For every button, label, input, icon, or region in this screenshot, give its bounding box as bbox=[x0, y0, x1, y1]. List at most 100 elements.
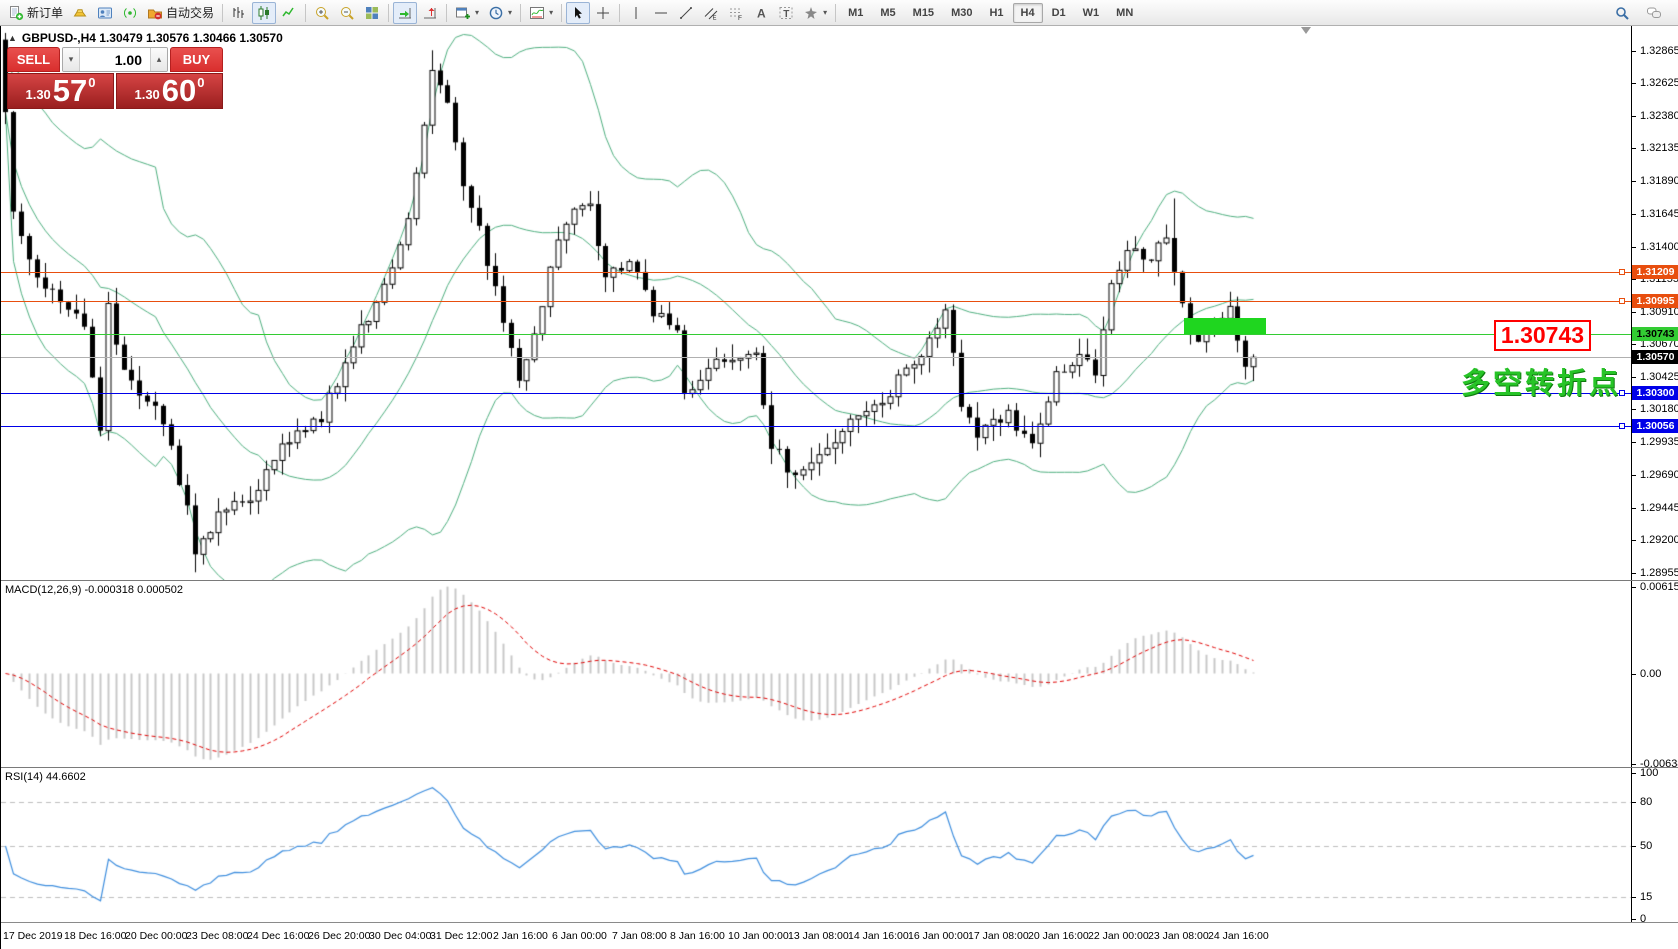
channel-button[interactable]: E bbox=[699, 2, 723, 24]
text-button[interactable]: A bbox=[749, 2, 773, 24]
price-tick-dash bbox=[1631, 116, 1636, 117]
volume-increase-icon[interactable]: ▴ bbox=[150, 48, 167, 71]
sell-price[interactable]: 1.30 57 0 bbox=[7, 73, 114, 109]
line-anchor-square[interactable] bbox=[1619, 390, 1625, 396]
channel-icon: E bbox=[704, 7, 718, 21]
price-tick-label: 1.30425 bbox=[1640, 371, 1678, 383]
text-label-button[interactable]: T bbox=[774, 2, 798, 24]
indicators-button[interactable]: ▾ bbox=[525, 2, 557, 24]
turning-point-label[interactable]: 多空转折点 bbox=[1461, 368, 1622, 400]
tile-windows-button[interactable] bbox=[360, 2, 384, 24]
main-chart-panel: 1.32865 1.32625 1.32380 1.32135 1.31890 1.316… bbox=[1, 26, 1678, 580]
volume-value[interactable]: 1.00 bbox=[114, 51, 142, 68]
timeframe-w1-button[interactable]: W1 bbox=[1082, 6, 1100, 19]
highlight-rectangle[interactable] bbox=[1184, 318, 1266, 334]
horizontal-line-1.30995[interactable] bbox=[1, 301, 1631, 302]
timeframe-m1-button[interactable]: M1 bbox=[848, 6, 864, 19]
rsi-tick-dash bbox=[1631, 802, 1636, 803]
profiles-button[interactable] bbox=[93, 2, 117, 24]
horizontal-line-1.30056[interactable] bbox=[1, 426, 1631, 427]
bar-chart-button[interactable] bbox=[227, 2, 251, 24]
price-tick-label: 1.31155 bbox=[1640, 273, 1678, 285]
new-order-icon bbox=[10, 5, 24, 20]
periods-icon bbox=[489, 6, 503, 19]
timeframe-m5-button[interactable]: M5 bbox=[880, 6, 896, 19]
rsi-tick-dash bbox=[1631, 773, 1636, 774]
price-tick-dash bbox=[1631, 181, 1636, 182]
shapes-button[interactable]: ▾ bbox=[799, 2, 831, 24]
macd-label: MACD(12,26,9) -0.000318 0.000502 bbox=[5, 584, 183, 596]
line-anchor-square[interactable] bbox=[1619, 298, 1625, 304]
date-label: 23 Jan 08:00 bbox=[1148, 930, 1209, 942]
timeframe-m15-button[interactable]: M15 bbox=[912, 6, 935, 19]
vline-button[interactable] bbox=[624, 2, 648, 24]
timeframe-h4-button[interactable]: H4 bbox=[1012, 2, 1043, 23]
new-chart-button[interactable]: ▾ bbox=[451, 2, 483, 24]
date-label: 2 Jan 16:00 bbox=[493, 930, 548, 942]
zoom-out-button[interactable] bbox=[335, 2, 359, 24]
toolbar-separator bbox=[222, 3, 224, 22]
new-order-button[interactable]: 新订单 bbox=[4, 2, 67, 24]
buy-button[interactable]: BUY bbox=[170, 47, 223, 72]
date-axis: 17 Dec 2019 18 Dec 16:00 20 Dec 00:00 23 De… bbox=[1, 922, 1678, 949]
dropdown-caret-icon[interactable]: ▾ bbox=[508, 8, 513, 17]
price-tick-dash bbox=[1631, 279, 1636, 280]
chart-shift-button[interactable] bbox=[418, 2, 442, 24]
volume-stepper[interactable]: ▾ 1.00 ▴ bbox=[62, 47, 168, 72]
dropdown-caret-icon[interactable]: ▾ bbox=[475, 8, 480, 17]
trendline-button[interactable] bbox=[674, 2, 698, 24]
price-tick-dash bbox=[1631, 51, 1636, 52]
price-tick-label: 1.32380 bbox=[1640, 110, 1678, 122]
signal-button[interactable] bbox=[118, 2, 142, 24]
hline-button[interactable] bbox=[649, 2, 673, 24]
sell-button[interactable]: SELL bbox=[7, 47, 60, 72]
horizontal-line-1.30570[interactable] bbox=[1, 357, 1631, 358]
candlestick-chart[interactable] bbox=[1, 26, 1631, 580]
autotrading-button[interactable]: 自动交易 bbox=[143, 2, 218, 24]
candlestick-button[interactable] bbox=[252, 1, 277, 24]
gold-button[interactable] bbox=[68, 2, 92, 24]
price-tick-label: 1.29690 bbox=[1640, 469, 1678, 481]
buy-price[interactable]: 1.30 60 0 bbox=[116, 73, 223, 109]
rsi-chart[interactable] bbox=[1, 768, 1631, 922]
timeframe-m30-button[interactable]: M30 bbox=[951, 6, 973, 19]
profiles-icon bbox=[98, 7, 113, 18]
shapes-icon bbox=[805, 6, 818, 19]
date-label: 13 Jan 08:00 bbox=[788, 930, 849, 942]
price-tick-label: 1.30910 bbox=[1640, 306, 1678, 318]
price-annotation-box[interactable]: 1.30743 bbox=[1494, 320, 1591, 351]
volume-decrease-icon[interactable]: ▾ bbox=[63, 48, 80, 71]
horizontal-line-1.30300[interactable] bbox=[1, 393, 1631, 394]
collapse-trade-panel-icon[interactable]: ▲ bbox=[8, 33, 17, 43]
line-anchor-square[interactable] bbox=[1619, 423, 1625, 429]
line-anchor-square[interactable] bbox=[1619, 269, 1625, 275]
timeframe-mn-button[interactable]: MN bbox=[1116, 6, 1134, 19]
svg-text:F: F bbox=[738, 15, 742, 21]
zoom-in-button[interactable] bbox=[310, 2, 334, 24]
horizontal-line-1.31209[interactable] bbox=[1, 272, 1631, 273]
rsi-tick-dash bbox=[1631, 846, 1636, 847]
price-tick-label: 1.31645 bbox=[1640, 208, 1678, 220]
periods-button[interactable]: ▾ bbox=[484, 2, 516, 24]
autotrading-icon bbox=[148, 9, 163, 19]
dropdown-caret-icon[interactable]: ▾ bbox=[823, 8, 828, 17]
rsi-tick-dash bbox=[1631, 897, 1636, 898]
macd-panel: MACD(12,26,9) -0.000318 0.000502 0.00615… bbox=[1, 580, 1678, 767]
fibonacci-button[interactable]: F bbox=[724, 2, 748, 24]
timeframe-h1-button[interactable]: H1 bbox=[989, 6, 1004, 19]
chat-button[interactable] bbox=[1642, 2, 1666, 24]
price-tick-dash bbox=[1631, 83, 1636, 84]
auto-scroll-button[interactable] bbox=[393, 1, 418, 24]
dropdown-caret-icon[interactable]: ▾ bbox=[549, 8, 554, 17]
timeframe-d1-button[interactable]: D1 bbox=[1051, 6, 1066, 19]
price-tick-dash bbox=[1631, 442, 1636, 443]
chart-shift-marker-icon[interactable] bbox=[1301, 27, 1311, 34]
crosshair-button[interactable] bbox=[591, 2, 615, 24]
toolbar-separator bbox=[520, 3, 522, 22]
horizontal-line-1.30743[interactable] bbox=[1, 334, 1631, 335]
line-chart-button[interactable] bbox=[277, 2, 301, 24]
rsi-tick-label: 15 bbox=[1640, 891, 1653, 903]
macd-chart[interactable] bbox=[1, 581, 1631, 767]
cursor-button[interactable] bbox=[566, 1, 591, 24]
search-button[interactable] bbox=[1610, 2, 1634, 24]
